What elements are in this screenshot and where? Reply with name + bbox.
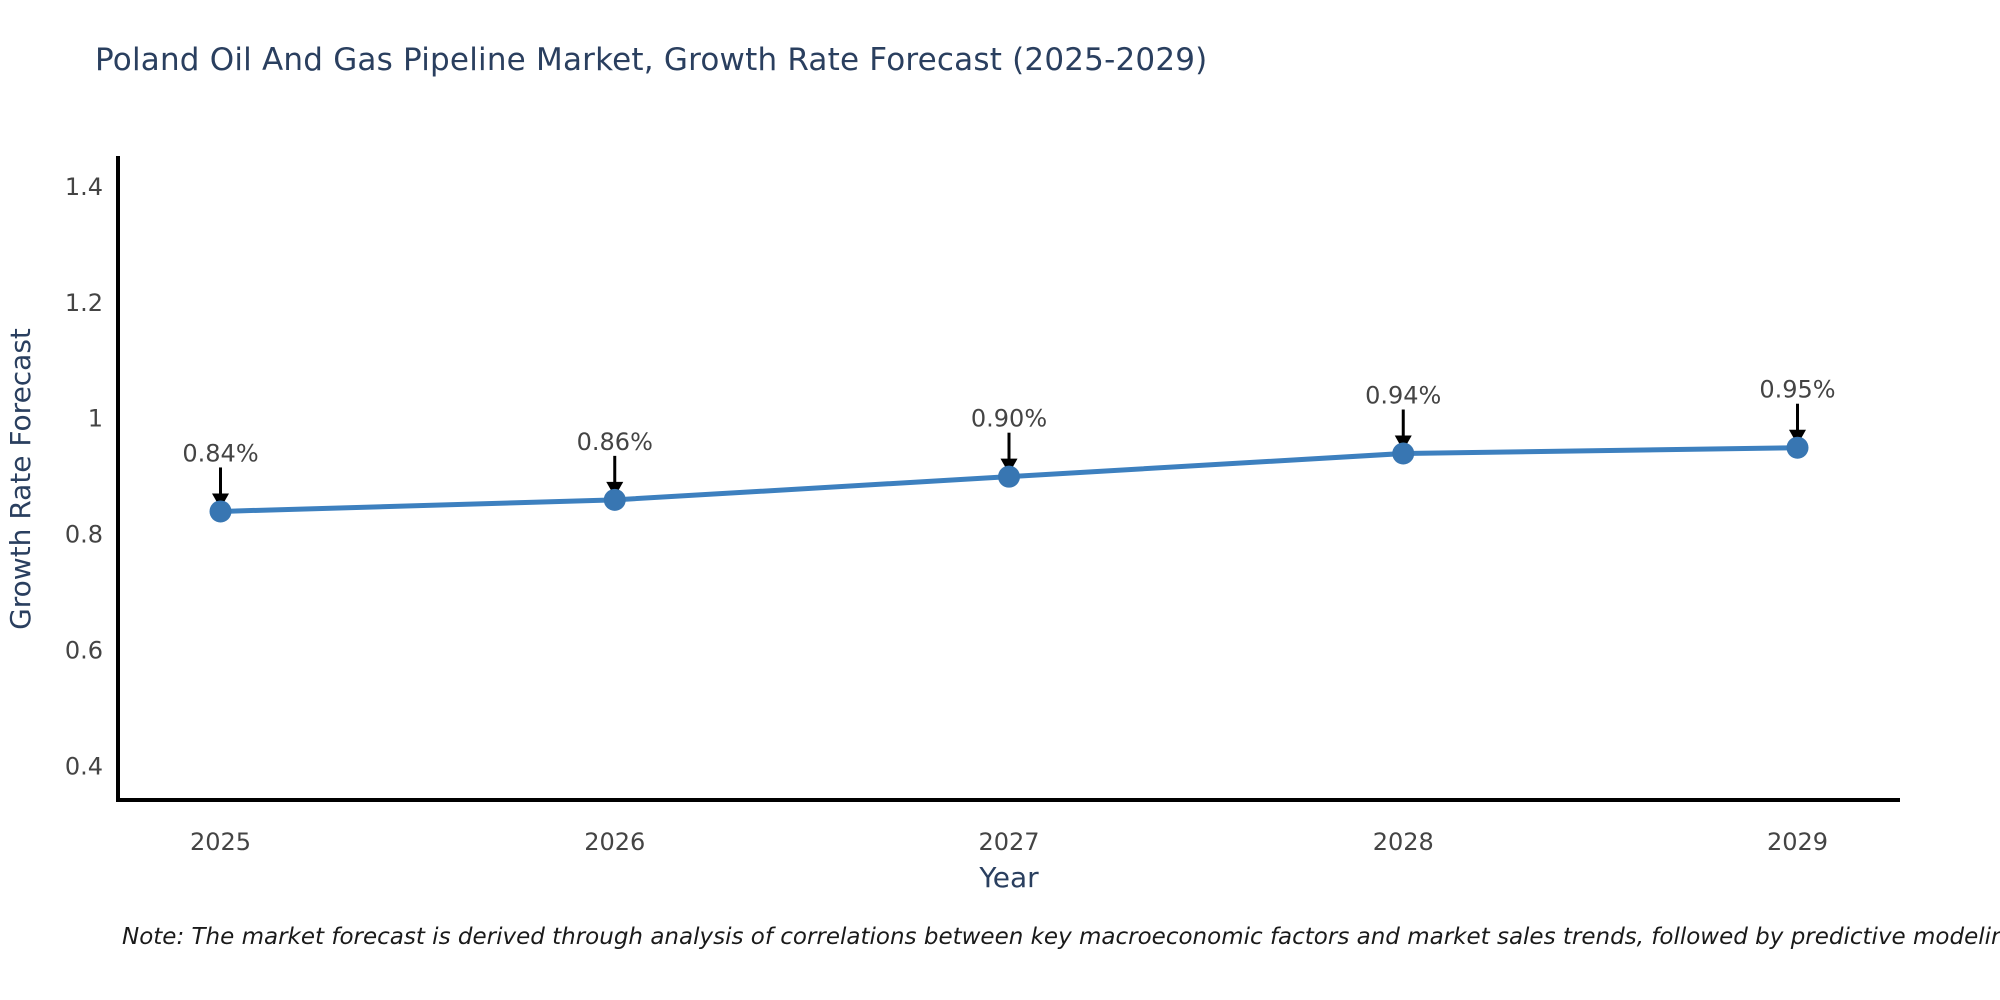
x-tick-label: 2025 [190,828,251,856]
data-point[interactable] [1786,436,1809,459]
point-annotation-label: 0.84% [182,439,258,467]
data-point[interactable] [209,500,232,523]
data-point[interactable] [603,488,626,511]
x-tick-label: 2027 [978,828,1039,856]
y-tick-label: 1 [88,405,103,433]
y-tick-label: 1.2 [65,289,103,317]
point-annotation-label: 0.90% [971,405,1047,433]
data-point[interactable] [998,465,1020,488]
x-tick-label: 2026 [584,828,645,856]
point-annotation-label: 0.86% [577,428,653,456]
y-tick-label: 1.4 [65,173,103,201]
y-tick-label: 0.8 [65,521,103,549]
x-tick-label: 2029 [1767,828,1828,856]
y-tick-label: 0.4 [65,752,103,780]
data-point[interactable] [1392,442,1415,465]
y-tick-label: 0.6 [65,637,103,665]
point-annotation-label: 0.95% [1759,376,1835,404]
y-axis-title: Growth Rate Forecast [4,328,37,630]
x-axis-title: Year [978,861,1039,894]
point-annotation-label: 0.94% [1365,382,1441,410]
x-tick-label: 2028 [1373,828,1434,856]
chart-title: Poland Oil And Gas Pipeline Market, Grow… [95,42,1208,78]
footnote: Note: The market forecast is derived thr… [122,924,2000,950]
